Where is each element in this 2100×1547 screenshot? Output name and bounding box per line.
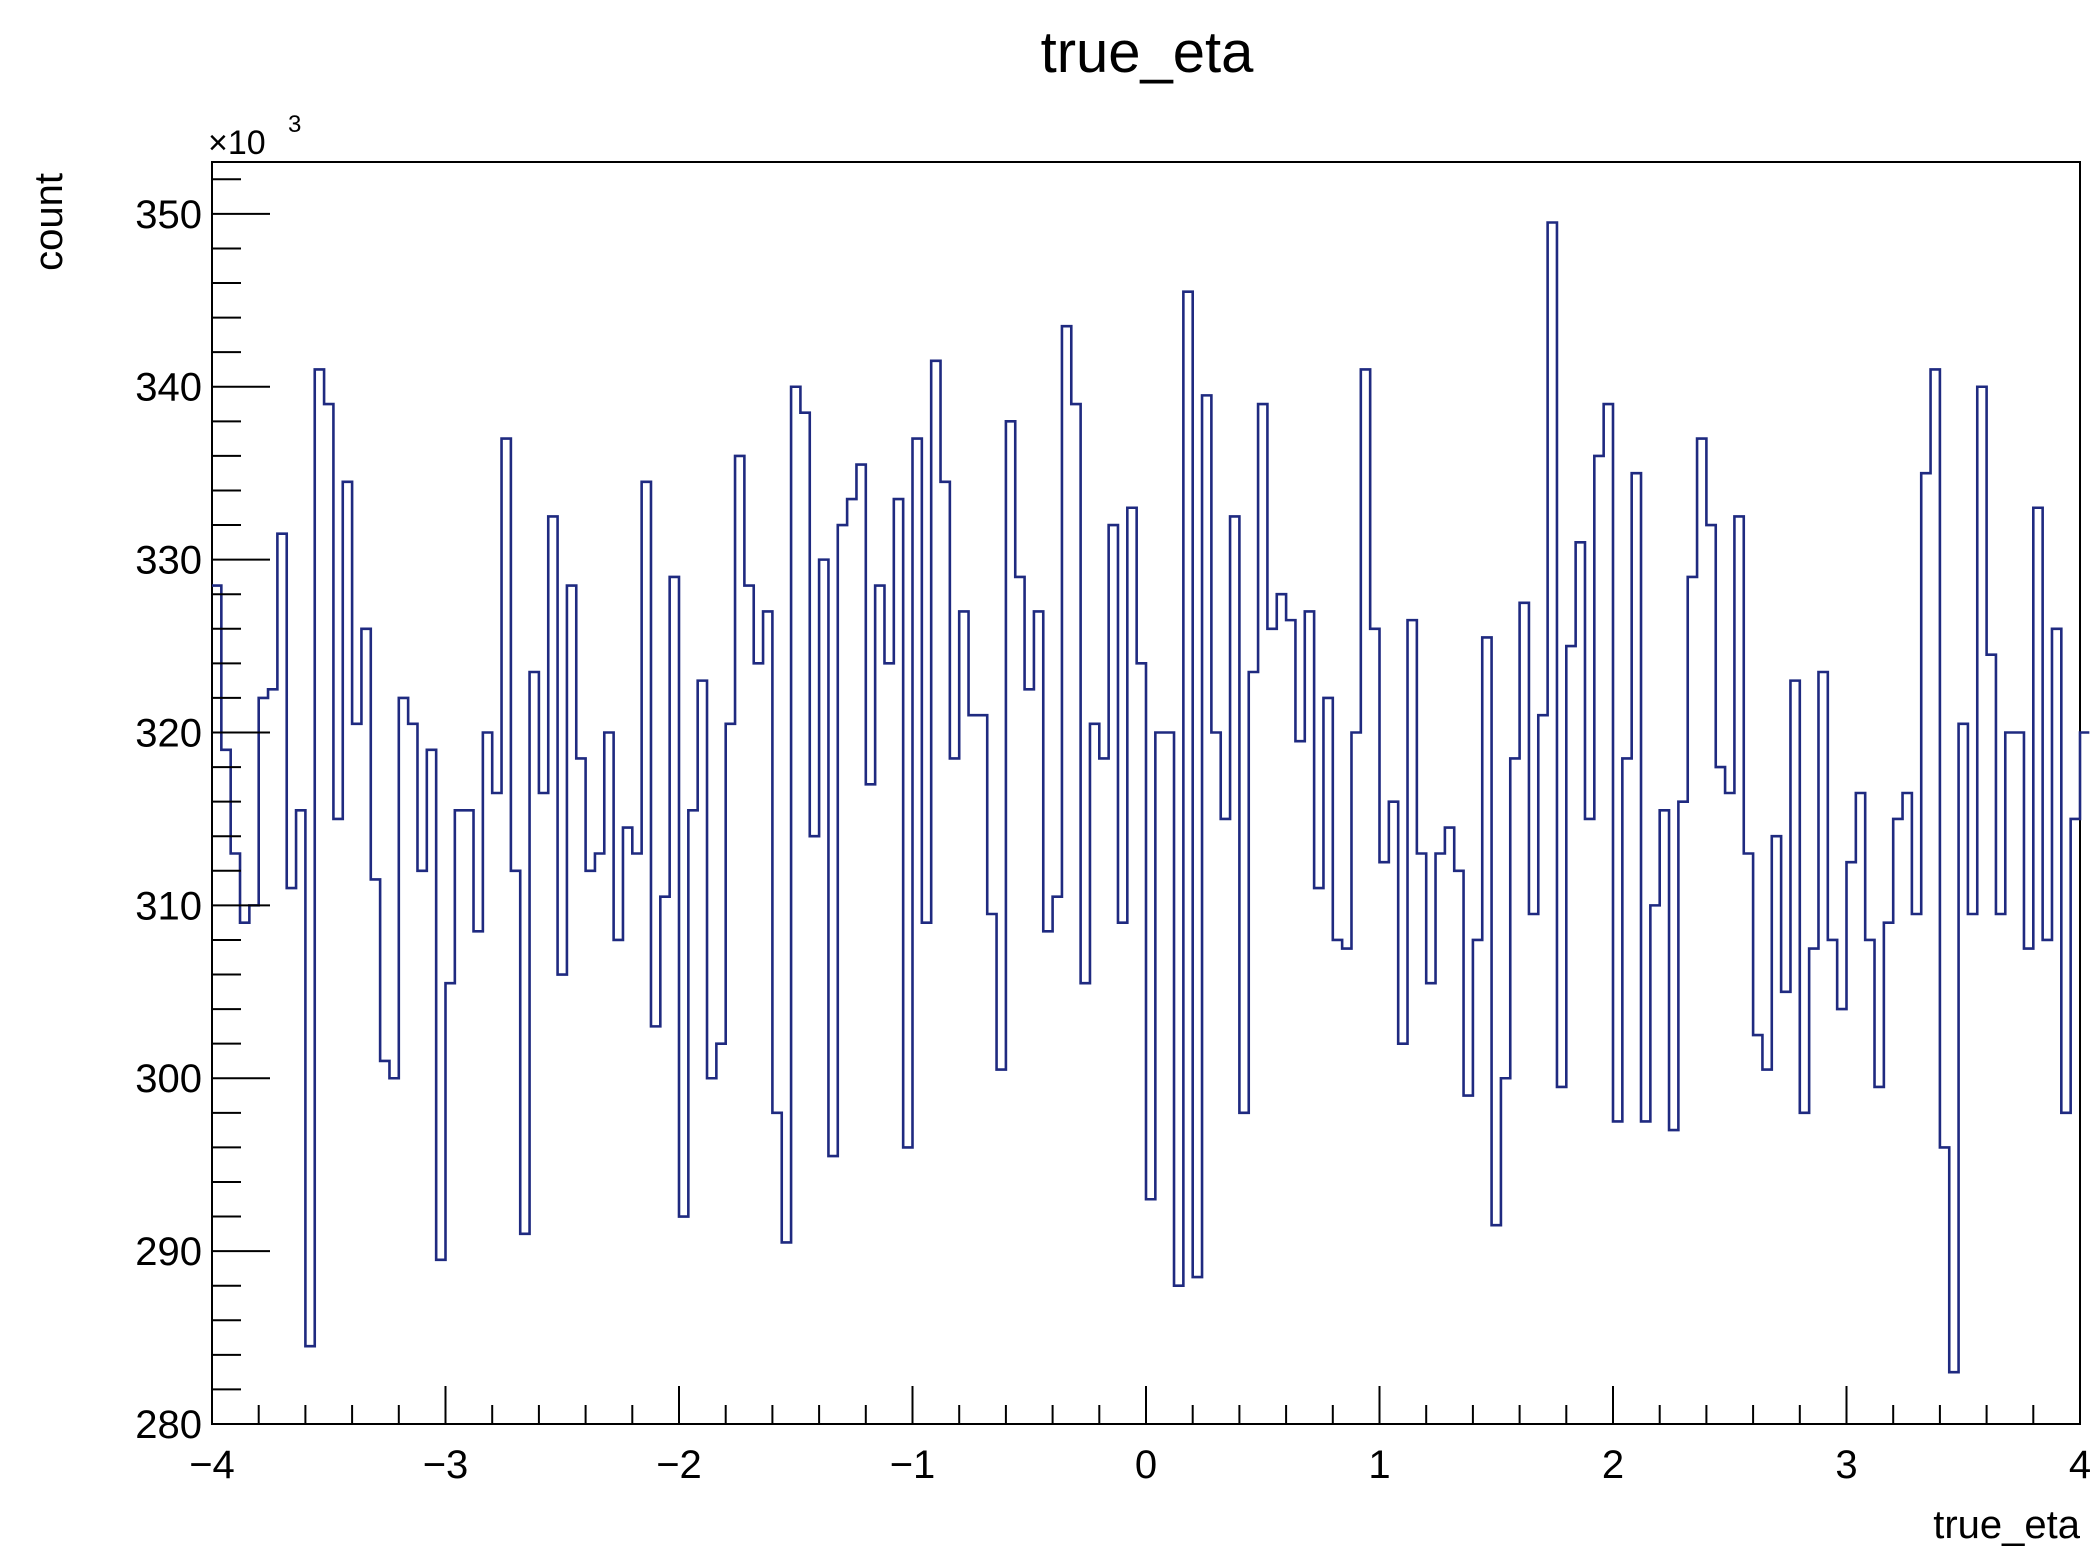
y-multiplier-base: ×10 [208, 124, 266, 162]
x-tick-label: 3 [1835, 1443, 1857, 1487]
y-axis-label: count [27, 173, 71, 271]
x-tick-label: 2 [1602, 1443, 1624, 1487]
x-tick-label: 4 [2069, 1443, 2091, 1487]
x-tick-label: 1 [1368, 1443, 1390, 1487]
x-tick-label: −1 [890, 1443, 936, 1487]
x-axis-label: true_eta [1933, 1503, 2081, 1547]
y-tick-label: 310 [135, 884, 202, 928]
chart-title: true_eta [1041, 20, 1255, 85]
y-tick-label: 290 [135, 1230, 202, 1274]
y-tick-label: 280 [135, 1403, 202, 1447]
y-tick-label: 350 [135, 193, 202, 237]
histogram-series-line [212, 221, 2090, 1374]
x-tick-label: −4 [189, 1443, 235, 1487]
y-tick-label: 320 [135, 711, 202, 755]
y-tick-label: 330 [135, 539, 202, 583]
y-multiplier-label: ×10 3 [208, 111, 301, 162]
x-tick-label: −3 [423, 1443, 469, 1487]
x-tick-label: −2 [656, 1443, 702, 1487]
y-tick-label: 340 [135, 366, 202, 410]
y-multiplier-exponent: 3 [288, 111, 301, 138]
y-tick-label: 300 [135, 1057, 202, 1101]
plot-area: −4 −3 −2 −1 0 1 2 3 4 280 290 300 310 320 330 340 350 [135, 161, 2091, 1487]
x-tick-label: 0 [1135, 1443, 1157, 1487]
